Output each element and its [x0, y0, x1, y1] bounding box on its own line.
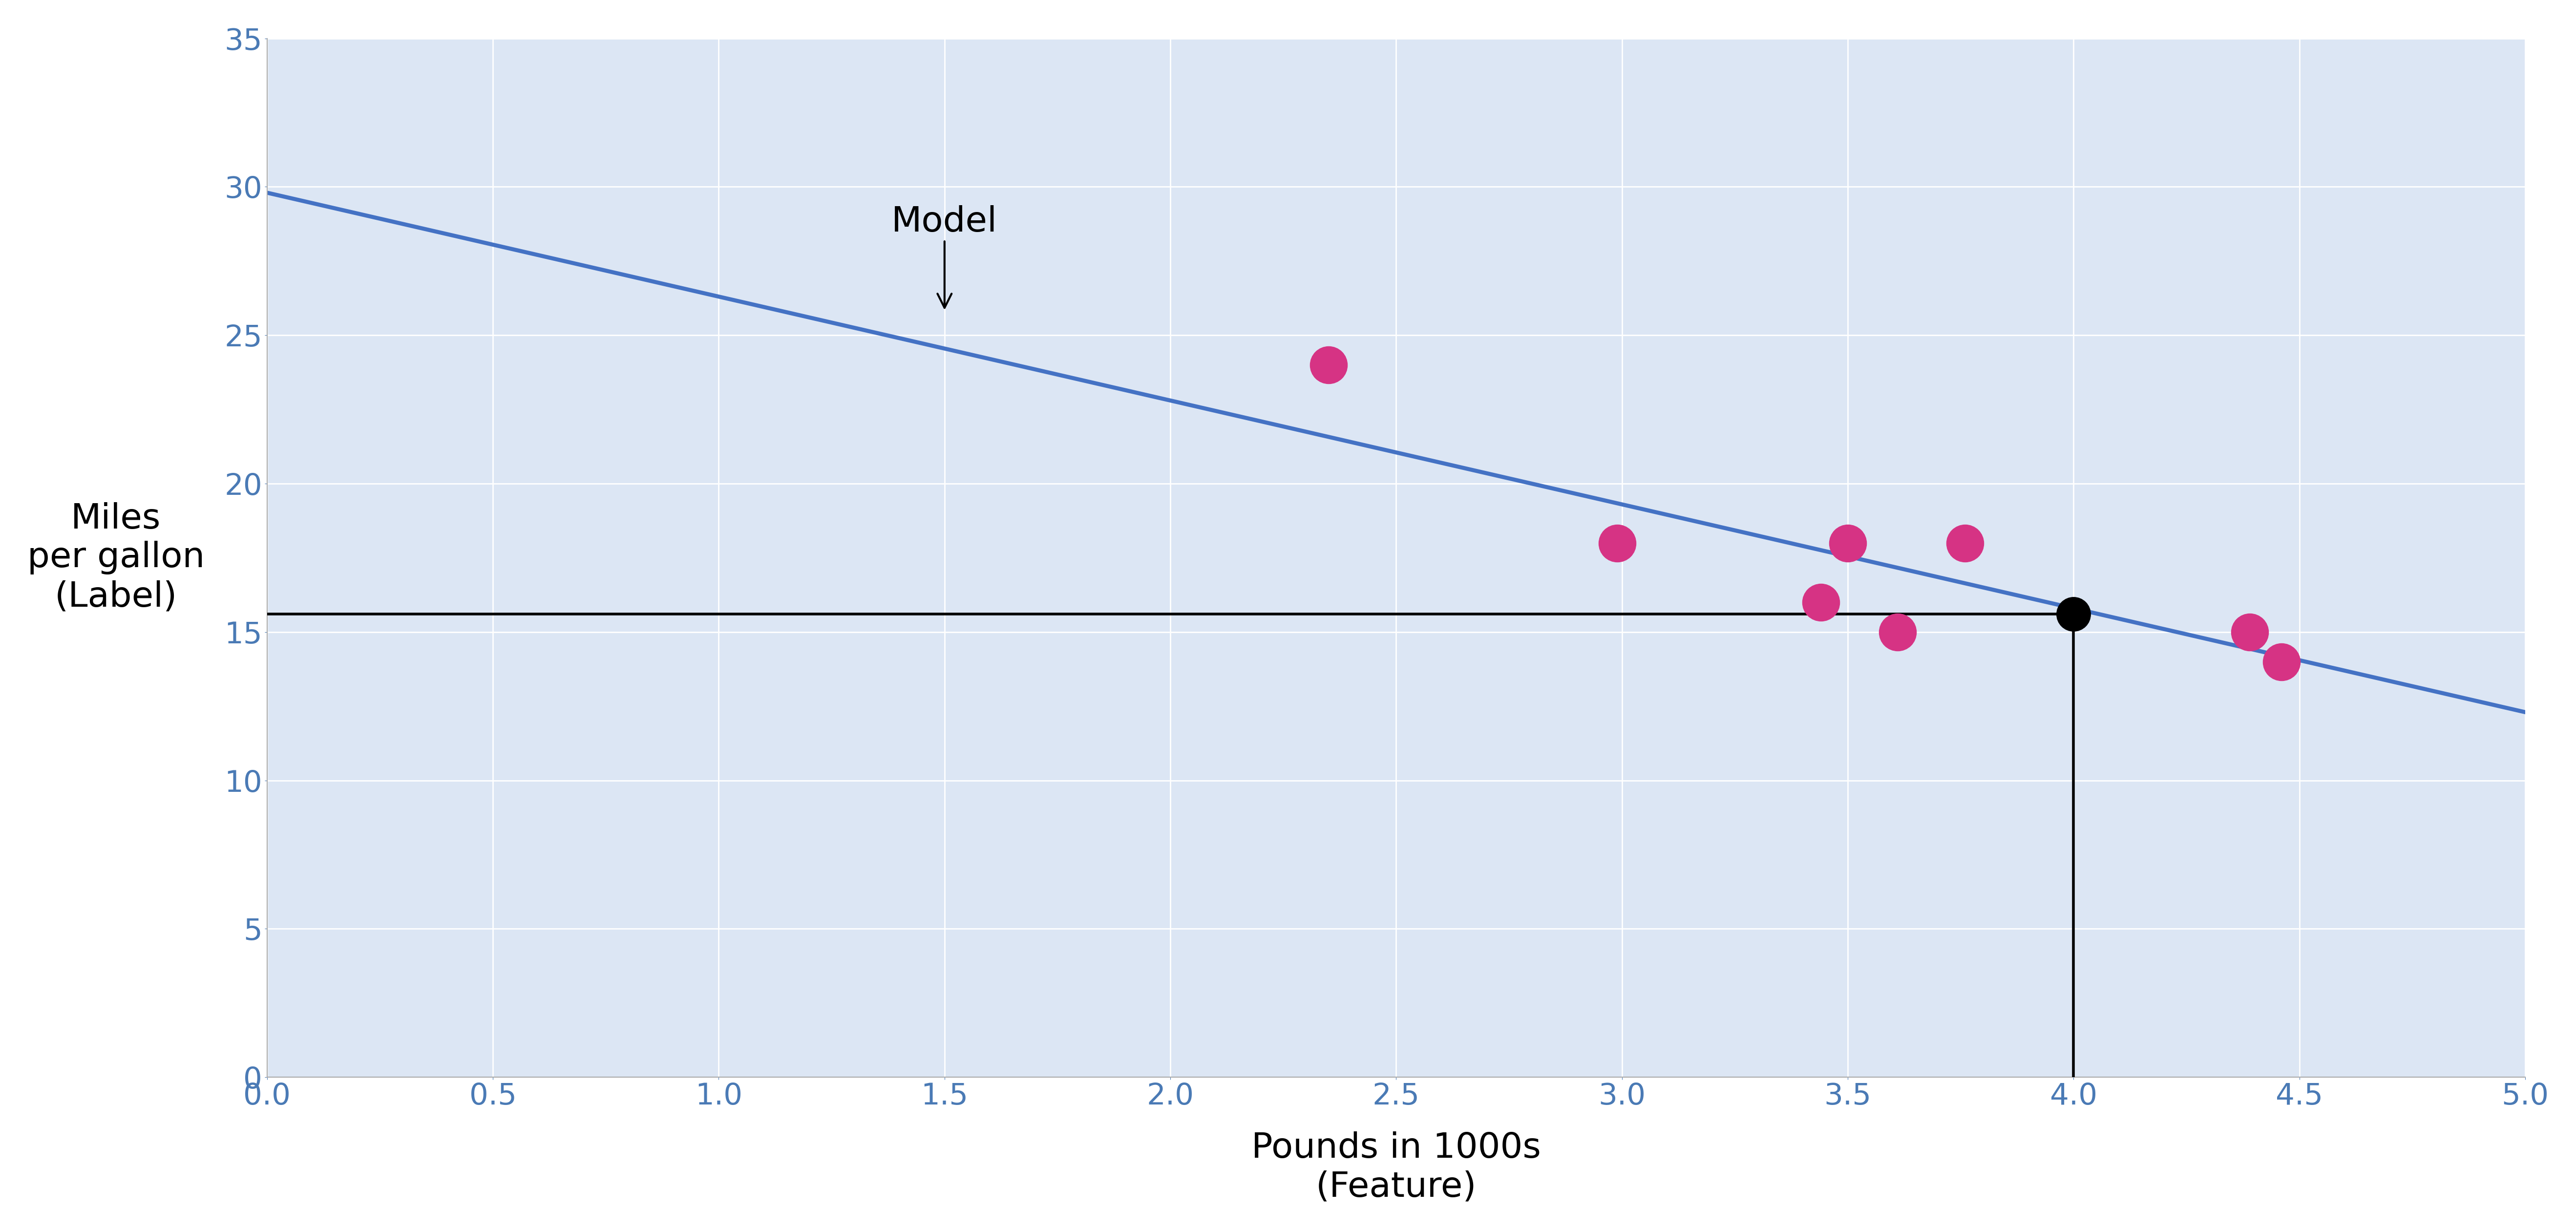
X-axis label: Pounds in 1000s
(Feature): Pounds in 1000s (Feature): [1252, 1131, 1540, 1204]
Point: [2262, 652, 2303, 672]
Point: [1878, 622, 1919, 641]
Point: [2228, 622, 2269, 641]
Y-axis label: Miles
per gallon
(Label): Miles per gallon (Label): [28, 502, 204, 613]
Point: [1309, 355, 1350, 374]
Point: [1945, 533, 1986, 553]
Point: [1801, 592, 1842, 612]
Point: [1826, 533, 1868, 553]
Text: Model: Model: [891, 204, 997, 308]
Point: [2053, 604, 2094, 624]
Point: [1597, 533, 1638, 553]
